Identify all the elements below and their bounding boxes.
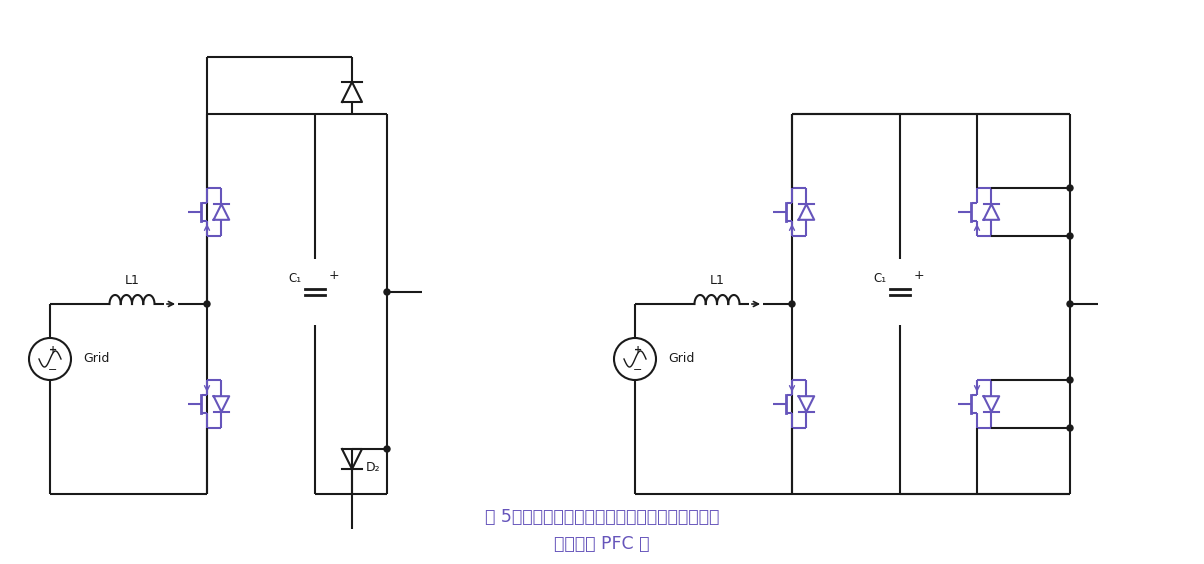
Circle shape [384,446,390,452]
Text: Grid: Grid [668,352,695,365]
Text: −: − [633,365,643,375]
Circle shape [1067,301,1073,307]
Text: 重新设计 PFC 级: 重新设计 PFC 级 [554,535,650,553]
Text: +: + [329,269,340,282]
Text: D₂: D₂ [366,461,380,474]
Circle shape [789,301,795,307]
Circle shape [203,301,209,307]
Text: L1: L1 [124,274,140,287]
Text: +: + [914,269,925,282]
Circle shape [1067,377,1073,383]
Text: +: + [49,345,57,355]
Circle shape [1067,185,1073,191]
Text: C₁: C₁ [873,272,886,285]
Text: Grid: Grid [83,352,110,365]
Circle shape [1067,425,1073,431]
Circle shape [1067,233,1073,239]
Text: −: − [48,365,58,375]
Text: +: + [635,345,642,355]
Text: 图 5：使用半无桥（左）和无桥（右）图腾柱配置: 图 5：使用半无桥（左）和无桥（右）图腾柱配置 [485,508,719,526]
Text: C₁: C₁ [288,272,301,285]
Text: L1: L1 [709,274,725,287]
Circle shape [384,289,390,295]
